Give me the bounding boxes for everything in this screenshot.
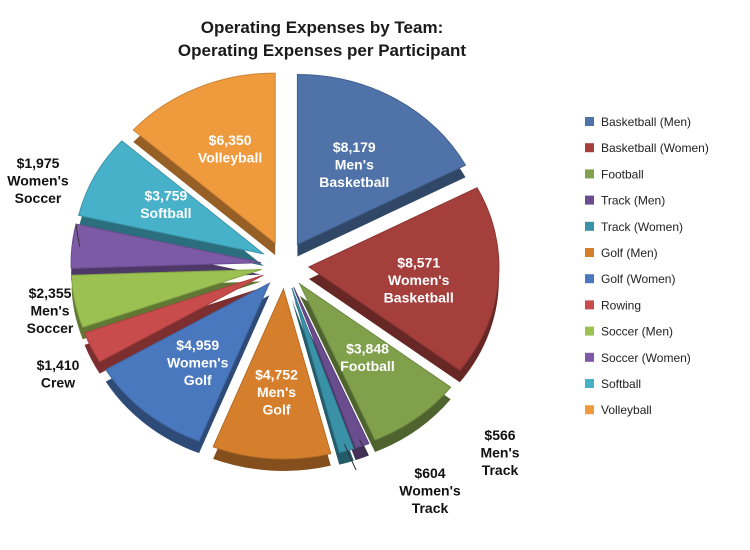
legend-entry-golf-men: Golf (Men) — [601, 246, 658, 260]
legend-entry-soccer-women: Soccer (Women) — [601, 351, 691, 365]
slice-label-softball: $3,759 Softball — [140, 188, 191, 222]
leader-line-track-men — [359, 439, 369, 456]
pie-slice-football — [298, 282, 452, 441]
slice-label-soccer-women: $1,975 Women's Soccer — [7, 155, 69, 206]
pie-slice-volleyball — [132, 72, 276, 245]
legend-entry-golf-women: Golf (Women) — [601, 272, 675, 286]
legend-entry-basketball-men: Basketball (Men) — [601, 115, 691, 129]
legend-swatch-track-women — [585, 221, 594, 231]
slice-label-basketball-women: $8,571 Women's Basketball — [384, 254, 454, 305]
chart-legend: Basketball (Men) Basketball (Women) Footba… — [585, 115, 709, 417]
legend-swatch-volleyball — [585, 405, 594, 415]
legend-swatch-track-men — [585, 195, 594, 205]
slice-label-golf-women: $4,959 Women's Golf — [167, 337, 229, 388]
slice-label-football: $3,848 Football — [340, 341, 394, 375]
chart-subtitle: Operating Expenses per Participant — [178, 41, 466, 60]
pie-slice-golf-women — [105, 282, 271, 442]
slice-label-basketball-men: $8,179 Men's Basketball — [319, 139, 389, 190]
leader-lines-layer — [75, 224, 369, 471]
slice-label-track-women: $604 Women's Track — [399, 465, 461, 516]
legend-swatch-basketball-women — [585, 143, 594, 153]
pie-slice-track-women — [291, 287, 355, 454]
slice-depth-rowing — [84, 287, 264, 374]
pie-slice-golf-men — [212, 287, 332, 460]
legend-swatch-soccer-men — [585, 326, 594, 336]
slice-label-rowing: $1,410 Crew — [37, 357, 80, 391]
legend-entry-soccer-men: Soccer (Men) — [601, 325, 673, 339]
legend-entry-rowing: Rowing — [601, 298, 641, 312]
slice-label-volleyball: $6,350 Volleyball — [198, 132, 262, 166]
legend-entry-softball: Softball — [601, 377, 641, 391]
legend-swatch-softball — [585, 379, 594, 388]
pie-slice-basketball-women — [307, 187, 500, 371]
legend-entry-basketball-women: Basketball (Women) — [601, 141, 709, 155]
legend-entry-volleyball: Volleyball — [601, 403, 652, 417]
chart-title: Operating Expenses by Team: — [201, 18, 443, 37]
leader-line-soccer-women — [75, 224, 81, 247]
pie-slice-basketball-men — [296, 73, 467, 246]
slice-label-soccer-men: $2,355 Men's Soccer — [27, 285, 74, 336]
legend-entry-football: Football — [601, 167, 644, 181]
pie-slice-soccer-women — [70, 223, 262, 269]
slice-label-track-men: $566 Men's Track — [480, 427, 519, 478]
legend-swatch-golf-men — [585, 248, 594, 257]
legend-entry-track-women: Track (Women) — [601, 220, 683, 234]
legend-swatch-soccer-women — [585, 352, 594, 362]
pie-slice-rowing — [83, 274, 264, 363]
pie-slices-layer — [70, 72, 500, 460]
legend-swatch-basketball-men — [585, 117, 594, 126]
leader-line-track-women — [343, 444, 357, 471]
pie-slice-soccer-men — [71, 269, 262, 328]
legend-swatch-rowing — [585, 300, 594, 310]
pie-slice-track-men — [293, 287, 370, 449]
legend-entry-track-men: Track (Men) — [601, 194, 665, 208]
pie-labels-layer: $8,179 Men's Basketball $8,571 Women's Basket… — [7, 132, 519, 516]
slice-label-golf-men: $4,752 Men's Golf — [255, 366, 298, 417]
legend-swatch-golf-women — [585, 274, 594, 284]
pie-slice-softball — [78, 140, 265, 255]
chart-title-group: Operating Expenses by Team: Operating Ex… — [178, 18, 466, 60]
legend-swatch-football — [585, 169, 594, 179]
